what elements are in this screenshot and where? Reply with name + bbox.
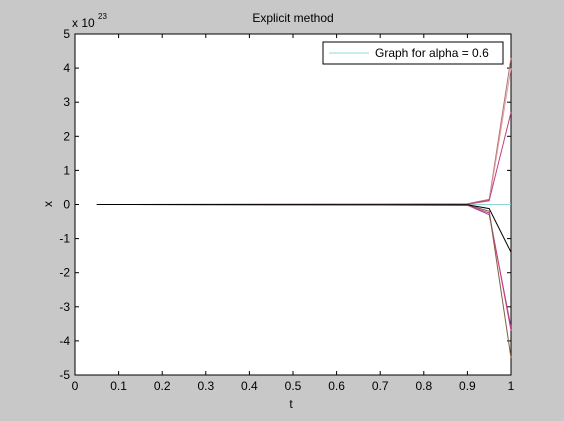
y-tick-label: 4 — [63, 61, 70, 75]
y-tick-label: 5 — [63, 27, 70, 41]
y-tick-label: -1 — [59, 232, 70, 246]
legend-label: Graph for alpha = 0.6 — [375, 46, 489, 60]
legend: Graph for alpha = 0.6 — [322, 41, 504, 65]
series-lines — [96, 57, 512, 358]
legend-box — [322, 41, 504, 65]
x-axis-label: t — [289, 397, 293, 411]
y-tick-label: 0 — [63, 198, 70, 212]
x-tick-label: 0.2 — [154, 379, 171, 393]
x-tick-label: 0.3 — [197, 379, 214, 393]
series-line-7 — [96, 204, 512, 253]
y-tick-label: -2 — [59, 266, 70, 280]
x-tick-label: 0.7 — [372, 379, 389, 393]
y-tick-label: 1 — [63, 163, 70, 177]
x-tick-label: 1 — [508, 379, 515, 393]
x-tick-label: 0.5 — [285, 379, 302, 393]
y-tick-label: -3 — [59, 300, 70, 314]
x-tick-label: 0.4 — [241, 379, 258, 393]
x-axis-ticks: 0 0.1 0.2 0.3 0.4 0.5 0.6 0.7 0.8 0.9 1 — [72, 34, 515, 393]
y-tick-label: -4 — [59, 334, 70, 348]
x-tick-label: 0.6 — [328, 379, 345, 393]
x-tick-label: 0.8 — [415, 379, 432, 393]
x-tick-label: 0.1 — [110, 379, 127, 393]
y-multiplier-exponent: 23 — [98, 12, 107, 21]
y-tick-label: 3 — [63, 95, 70, 109]
chart-title: Explicit method — [252, 11, 333, 25]
y-axis-label: x — [41, 201, 55, 207]
y-multiplier: x 10 23 — [72, 12, 107, 30]
y-multiplier-base: x 10 — [72, 16, 95, 30]
x-tick-label: 0.9 — [459, 379, 476, 393]
y-tick-label: -5 — [59, 368, 70, 382]
y-tick-label: 2 — [63, 129, 70, 143]
x-tick-label: 0 — [72, 379, 79, 393]
